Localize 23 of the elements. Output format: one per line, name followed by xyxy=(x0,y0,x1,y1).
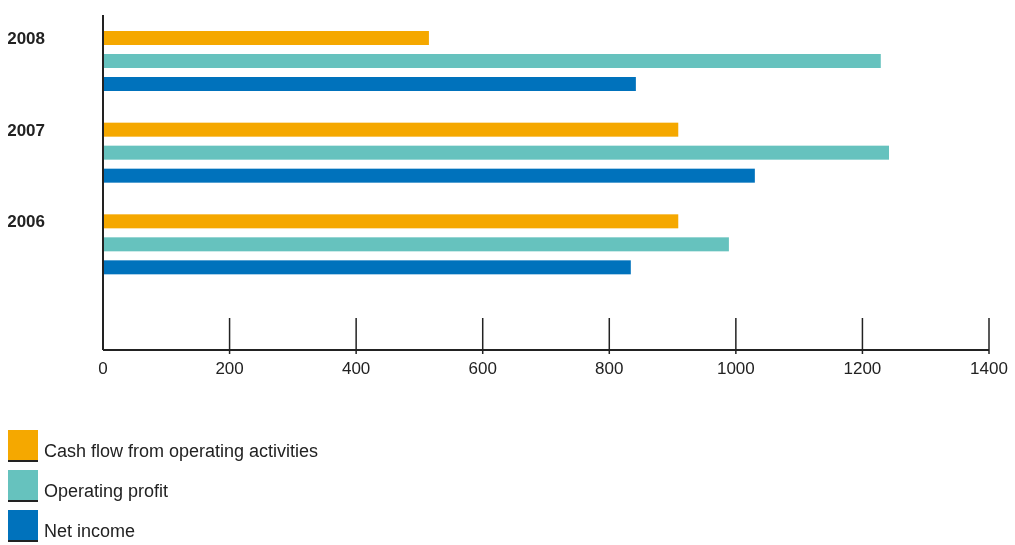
x-tick-label: 1200 xyxy=(843,359,882,378)
bar xyxy=(103,214,679,229)
x-tick-label: 1000 xyxy=(716,359,755,378)
legend-label: Cash flow from operating activities xyxy=(44,441,319,462)
legend-label: Net income xyxy=(44,521,136,542)
x-tick-label: 800 xyxy=(595,359,624,378)
bar xyxy=(103,145,890,160)
y-tick-label: 2007 xyxy=(7,120,45,140)
legend-label: Operating profit xyxy=(44,481,169,502)
x-tick-label: 600 xyxy=(468,359,497,378)
y-tick-label: 2008 xyxy=(7,28,45,48)
y-tick-label: 2006 xyxy=(7,212,45,232)
bar xyxy=(103,31,429,45)
x-tick-label: 1400 xyxy=(970,359,1008,378)
x-tick-label: 400 xyxy=(341,359,371,378)
x-tick-label: 200 xyxy=(215,359,244,378)
bar xyxy=(103,168,755,183)
x-tick-label: 0 xyxy=(98,359,108,378)
bar xyxy=(103,77,636,91)
bar xyxy=(103,237,729,252)
bar xyxy=(103,260,631,275)
bar xyxy=(103,54,881,68)
bar xyxy=(103,122,679,137)
